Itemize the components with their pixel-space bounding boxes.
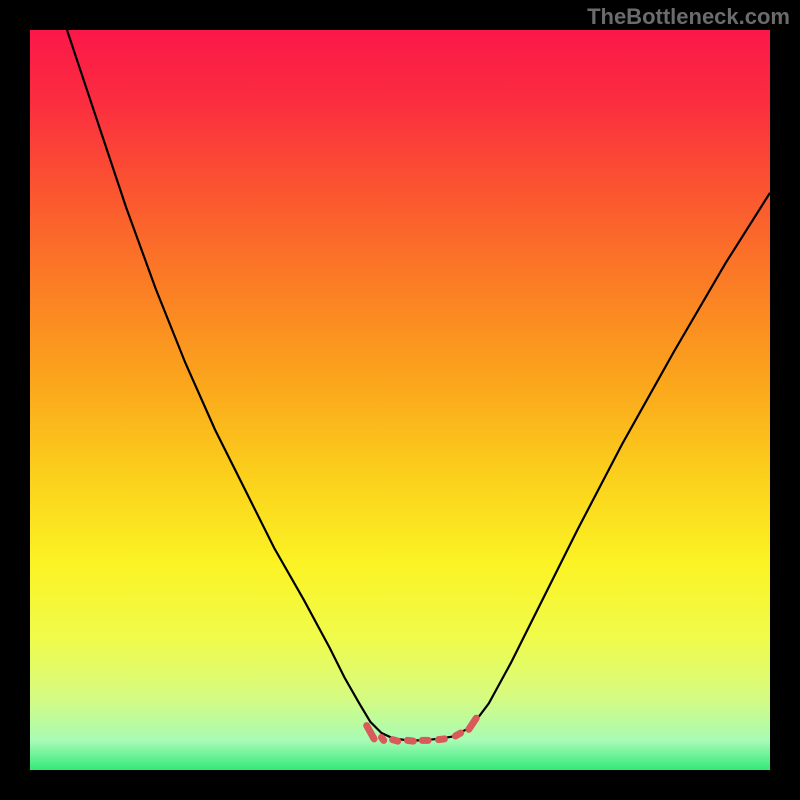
trough-mark xyxy=(456,733,461,736)
bottleneck-curve-chart xyxy=(0,0,800,800)
chart-container: TheBottleneck.com xyxy=(0,0,800,800)
trough-mark xyxy=(382,737,384,740)
trough-mark xyxy=(407,740,413,741)
plot-background-gradient xyxy=(30,30,770,770)
trough-mark xyxy=(438,739,444,740)
trough-mark xyxy=(393,740,398,741)
watermark-label: TheBottleneck.com xyxy=(587,4,790,30)
